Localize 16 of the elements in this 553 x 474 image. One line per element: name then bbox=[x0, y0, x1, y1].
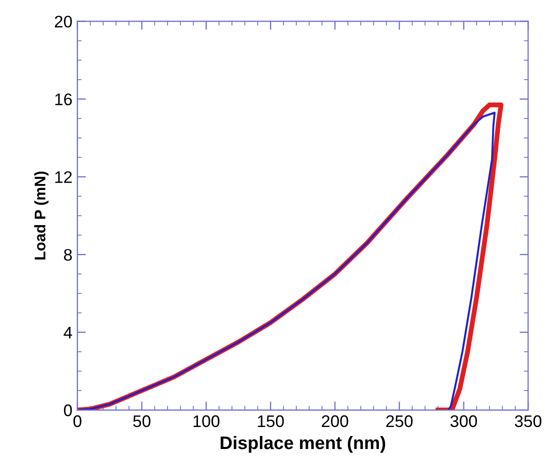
y-tick-label: 8 bbox=[64, 248, 72, 261]
x-tick-label: 50 bbox=[133, 415, 150, 428]
x-tick-label: 200 bbox=[322, 415, 348, 428]
y-tick-label: 16 bbox=[55, 93, 72, 106]
x-tick-label: 0 bbox=[73, 415, 82, 428]
x-tick-label: 150 bbox=[258, 415, 284, 428]
y-tick-label: 4 bbox=[64, 326, 72, 338]
y-tick-label: 20 bbox=[54, 16, 72, 28]
y-tick-label: 0 bbox=[64, 404, 72, 416]
y-tick-label: 12 bbox=[55, 171, 72, 183]
x-tick-label: 350 bbox=[514, 415, 542, 428]
y-axis-title: Load P (mN) bbox=[34, 172, 48, 260]
x-tick-label: 100 bbox=[194, 415, 220, 428]
x-tick-label: 250 bbox=[386, 415, 413, 428]
x-tick-label: 300 bbox=[450, 415, 477, 428]
x-axis-title: Displace ment (nm) bbox=[220, 436, 386, 453]
